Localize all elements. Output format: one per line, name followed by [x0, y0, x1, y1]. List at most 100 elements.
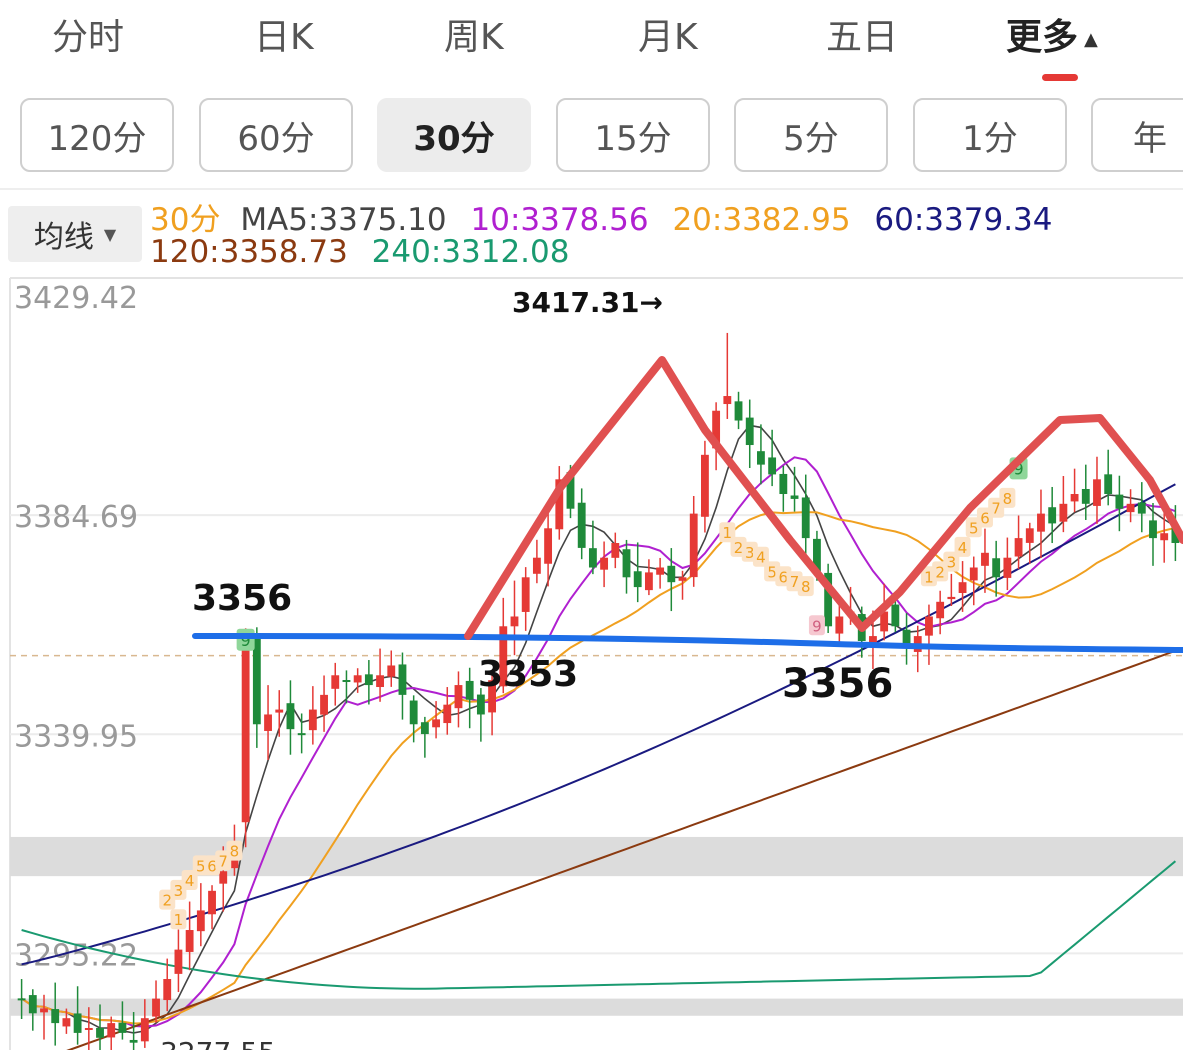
candle-body: [734, 401, 743, 421]
y-tick-label: 3384.69: [14, 500, 138, 535]
period-120min-button[interactable]: 120分: [20, 98, 174, 172]
sequence-marker: 5: [969, 519, 979, 537]
sequence-marker: 3: [745, 544, 755, 562]
candle-body: [925, 616, 933, 636]
tab-more[interactable]: 更多 ▲: [1006, 8, 1098, 60]
candle-body: [331, 675, 340, 689]
ma10-line: [21, 456, 1176, 1028]
candle-body: [869, 636, 877, 645]
candle-body: [510, 616, 519, 627]
moving-average-lines: [21, 424, 1177, 1050]
candle-body: [813, 538, 821, 573]
candle-body: [17, 998, 26, 1001]
caret-up-icon: ▲: [1084, 28, 1098, 50]
candle-body: [1059, 503, 1068, 522]
candle-body: [622, 549, 631, 578]
ma-period-label: 30分: [150, 202, 221, 238]
period-60min-button[interactable]: 60分: [199, 98, 353, 172]
shaded-band: [10, 998, 1183, 1016]
candle-body: [902, 629, 911, 646]
candle-body: [364, 674, 373, 686]
candle-body: [969, 567, 978, 581]
sequence-marker-bg: [999, 487, 1016, 508]
ma60-value: 60:3379.34: [874, 202, 1053, 238]
ma10-value: 10:3378.56: [470, 202, 649, 238]
candle-body: [566, 472, 575, 509]
candle-body: [241, 640, 250, 823]
candle-body: [275, 709, 284, 713]
candle-body: [1104, 474, 1113, 495]
sequence-marker-bg: [797, 576, 814, 597]
candle-body: [1081, 488, 1090, 504]
sequence-marker: 4: [756, 549, 766, 567]
period-selector: 120分 60分 30分 15分 5分 1分 年: [0, 96, 1183, 176]
candle-body: [891, 604, 900, 627]
sequence-marker: 8: [801, 578, 811, 596]
candle-body: [208, 890, 216, 915]
sequence-marker-green: 9: [1013, 459, 1023, 478]
candle-body: [745, 417, 754, 446]
candles-layer: [17, 332, 1180, 1050]
candle-body: [129, 1039, 138, 1043]
sequence-marker: 8: [230, 843, 240, 861]
candle-body: [488, 680, 497, 713]
candle-body: [1093, 479, 1101, 506]
bottom-price-label: 3277.55: [160, 1036, 276, 1050]
candle-body: [801, 497, 810, 539]
period-5min-button[interactable]: 5分: [734, 98, 888, 172]
sequence-marker: 1: [723, 524, 733, 542]
candle-body: [992, 558, 1001, 578]
ma240-value: 240:3312.08: [371, 234, 570, 270]
candle-body: [644, 572, 653, 591]
period-15min-button[interactable]: 15分: [556, 98, 710, 172]
candle-body: [84, 1027, 93, 1030]
candle-body: [779, 473, 788, 495]
sequence-marker-bg: [752, 546, 769, 567]
candle-body: [465, 680, 474, 700]
tab-weekly-k[interactable]: 周K: [444, 17, 504, 58]
candle-body: [689, 513, 698, 578]
ma-values-row-1: 30分 MA5:3375.10 10:3378.56 20:3382.95 60…: [150, 194, 1053, 239]
candle-body: [185, 930, 194, 952]
candle-body: [824, 572, 833, 627]
candle-body: [555, 479, 564, 530]
kline-tabs: 分时 日K 周K 月K 五日 更多 ▲: [0, 0, 1183, 84]
period-30min-button[interactable]: 30分: [377, 98, 531, 172]
tab-monthly-k[interactable]: 月K: [638, 17, 698, 58]
candle-body: [588, 548, 597, 568]
candle-body: [398, 664, 407, 695]
candle-body: [544, 528, 553, 564]
ma120-value: 120:3358.73: [150, 234, 348, 270]
candle-body: [768, 457, 777, 475]
candle-body: [432, 719, 440, 728]
tab-five-day[interactable]: 五日: [826, 17, 899, 58]
candle-body: [1160, 533, 1169, 541]
tab-intraday[interactable]: 分时: [52, 17, 125, 58]
candle-body: [73, 1013, 82, 1033]
sequence-marker: 5: [196, 857, 206, 875]
period-1min-button[interactable]: 1分: [913, 98, 1067, 172]
sequence-marker: 1: [174, 911, 184, 929]
candle-body: [454, 685, 463, 709]
candle-body: [443, 704, 452, 724]
candle-body: [62, 1018, 71, 1027]
sequence-marker: 2: [935, 563, 945, 581]
ma-selector-label: 均线: [33, 220, 94, 255]
ma-values-row-2: 120:3358.73 240:3312.08: [150, 234, 569, 270]
candle-body: [196, 910, 205, 932]
candle-body: [51, 1009, 60, 1024]
ma5-value: MA5:3375.10: [240, 202, 447, 238]
period-year-button[interactable]: 年: [1091, 98, 1183, 172]
chart-annotations: 3417.31→3356335333563277.55: [160, 286, 893, 1050]
sequence-marker: 6: [207, 857, 217, 875]
tab-daily-k[interactable]: 日K: [254, 17, 314, 58]
candle-body: [1115, 494, 1124, 509]
candle-body: [163, 979, 172, 1001]
annotation-right-low: 3356: [782, 661, 893, 707]
candle-body: [174, 949, 183, 974]
ma-selector-dropdown[interactable]: 均线 ▼: [8, 206, 142, 262]
annotation-mid-low: 3353: [478, 654, 578, 695]
chevron-down-icon: ▼: [103, 224, 117, 244]
hand-drawn-overlay: [192, 356, 1183, 653]
